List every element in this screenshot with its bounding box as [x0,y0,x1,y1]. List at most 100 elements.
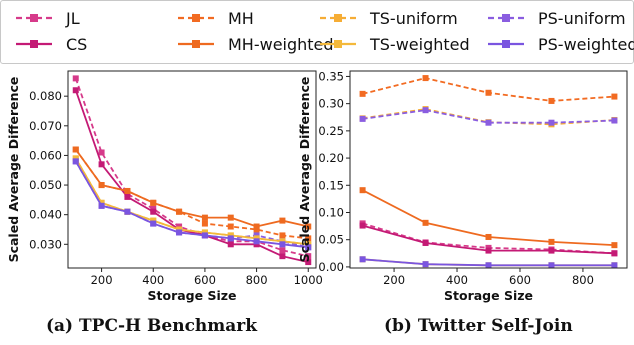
legend-marker [334,40,342,48]
data-point [422,239,429,246]
data-point [227,214,234,221]
data-point [359,222,366,229]
legend-entry-cs: CS [16,35,87,54]
series-mh-weighted [359,187,618,249]
series-mh-weighted [72,146,312,230]
data-point [611,93,618,100]
data-point [422,107,429,114]
data-point [201,214,208,221]
data-point [253,238,260,245]
data-point [253,223,260,230]
data-point [611,242,618,249]
y-tick-label: 0.040 [29,208,62,222]
x-tick-label: 600 [509,273,531,287]
data-point [485,262,492,269]
series-line [362,109,615,124]
x-tick-label: 200 [383,273,405,287]
legend-label: CS [66,35,87,54]
data-point [359,90,366,97]
data-point [72,158,79,165]
x-tick-label: 400 [446,273,468,287]
y-tick-label: 0.080 [29,89,62,103]
data-point [611,250,618,257]
data-point [279,241,286,248]
caption-tpch: (a) TPC-H Benchmark [46,316,258,336]
data-point [305,244,312,251]
series-line [362,77,615,102]
series-ps-weighted [72,158,312,251]
series-cs [359,222,618,257]
data-point [98,161,105,168]
data-point [548,262,555,269]
data-point [124,187,131,194]
data-point [485,247,492,254]
legend-label: PS-weighted [538,35,634,54]
y-axis-label: Scaled Average Difference [6,77,21,263]
series-line [75,157,309,246]
data-point [98,182,105,189]
data-point [124,208,131,215]
data-point [124,193,131,200]
legend-label: PS-uniform [538,9,626,28]
series-line [75,148,309,240]
legend-entry-ts-uniform: TS-uniform [320,9,458,28]
data-point [305,259,312,266]
plot-frame [67,70,317,269]
legend-label: TS-uniform [369,9,458,28]
x-axis-label: Storage Size [444,288,533,303]
series-line [75,160,309,249]
legend-marker [334,14,342,22]
y-tick-label: 0.15 [318,178,344,192]
x-tick-label: 1000 [294,273,323,287]
y-tick-label: 0.20 [318,151,344,165]
chart-panel-2: 0.00 0.05 0.10 0.15 0.20 0.25 0.30 0.35 200 400 60… [297,69,628,303]
data-point [359,115,366,122]
data-point [359,187,366,194]
x-tick-label: 600 [194,273,216,287]
legend-entry-mh: MH [178,9,254,28]
y-tick-label: 0.35 [318,69,344,83]
data-point [485,233,492,240]
legend-entry-mh-weighted: MH-weighted [178,35,334,54]
series-mh [72,146,312,242]
data-point [422,75,429,82]
legend-marker [502,40,510,48]
caption-twitter: (b) Twitter Self-Join [384,316,573,336]
legend-entry-jl: JL [16,9,80,28]
legend-entry-ps-weighted: PS-weighted [488,35,634,54]
x-axis-label: Storage Size [148,288,237,303]
data-point [422,261,429,268]
y-tick-label: 0.060 [29,148,62,162]
series-ps-weighted [359,256,618,269]
data-point [548,238,555,245]
plot-frame [349,70,628,269]
series-line [75,148,309,228]
legend-entry-ps-uniform: PS-uniform [488,9,626,28]
series-line [74,90,309,263]
legend-label: MH-weighted [228,35,334,54]
series-line [74,78,309,258]
legend-entry-ts-weighted: TS-weighted [320,35,470,54]
y-tick-label: 0.00 [318,260,344,274]
data-point [98,202,105,209]
series-cs [72,87,312,266]
x-tick-label: 400 [142,273,164,287]
data-point [305,235,312,242]
x-tick-label: 800 [246,273,268,287]
data-point [611,117,618,124]
data-point [72,87,79,94]
data-point [422,219,429,226]
data-point [611,262,618,269]
x-tick-label: 200 [91,273,113,287]
legend-label: MH [228,9,254,28]
data-point [201,220,208,227]
legend-label: TS-weighted [369,35,470,54]
series-mh [359,75,618,104]
data-point [485,89,492,96]
chart-panel-1: 0.030 0.040 0.050 0.060 0.070 0.080 200 400 600 8… [6,70,323,303]
y-tick-label: 0.070 [29,119,62,133]
legend-marker [502,14,510,22]
data-point [548,247,555,254]
legend-marker [30,14,38,22]
